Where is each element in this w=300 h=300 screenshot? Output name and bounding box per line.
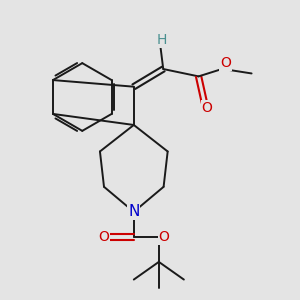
Text: O: O [159, 230, 170, 244]
Text: O: O [201, 101, 212, 115]
Text: O: O [220, 56, 231, 70]
Text: O: O [98, 230, 109, 244]
Text: H: H [157, 33, 167, 47]
Text: N: N [128, 204, 140, 219]
